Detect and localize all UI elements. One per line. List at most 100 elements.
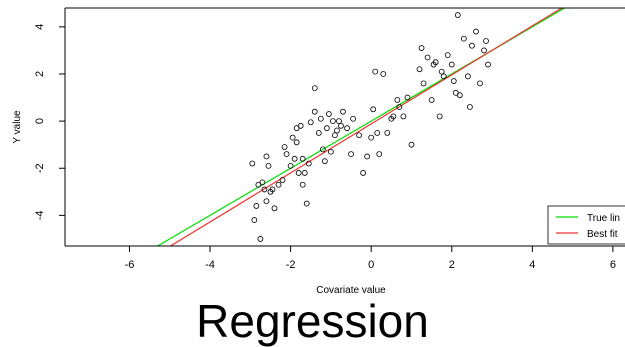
data-point <box>301 170 308 176</box>
data-point <box>464 73 471 80</box>
data-point <box>293 139 300 146</box>
data-point <box>460 35 467 42</box>
data-point <box>303 200 310 207</box>
data-point <box>448 61 455 68</box>
regression-chart: -6 -4 -2 0 2 4 6 -4 -2 0 2 4 Covariate value Y val… <box>12 7 625 296</box>
legend-box <box>547 205 625 245</box>
y-tick-label: 2 <box>34 71 46 77</box>
data-point <box>444 52 451 59</box>
legend-label-best-fit: Best fit <box>587 229 618 240</box>
x-axis-title: Covariate value <box>316 285 386 296</box>
data-point <box>348 151 354 157</box>
data-point <box>299 155 306 162</box>
data-point <box>454 12 461 18</box>
data-point <box>376 151 383 157</box>
y-axis: -4 -2 0 2 4 <box>34 24 65 220</box>
data-point <box>418 45 425 51</box>
x-tick-label: 6 <box>610 259 616 271</box>
data-point <box>477 80 483 87</box>
data-point <box>380 71 387 77</box>
data-point <box>330 118 336 125</box>
data-point <box>350 115 356 122</box>
data-point <box>315 129 322 136</box>
y-tick-label: -2 <box>34 163 46 173</box>
data-point <box>360 170 367 176</box>
data-point <box>279 177 286 183</box>
data-point <box>321 158 328 165</box>
x-axis: -6 -4 -2 0 2 4 6 <box>125 246 616 271</box>
data-point <box>297 122 304 129</box>
data-point <box>466 104 473 110</box>
data-point <box>325 111 332 117</box>
data-point <box>289 134 296 141</box>
y-tick-label: 4 <box>34 24 46 30</box>
data-point <box>456 92 463 99</box>
data-point <box>396 104 403 110</box>
data-point <box>299 181 306 188</box>
data-point <box>436 113 443 120</box>
data-point <box>259 179 266 186</box>
data-point <box>263 198 270 205</box>
data-point <box>269 186 276 193</box>
data-point <box>483 38 489 44</box>
data-point <box>473 28 479 35</box>
data-point <box>400 113 407 120</box>
y-tick-label: -4 <box>34 210 46 220</box>
data-point <box>428 97 435 103</box>
data-point <box>271 205 278 212</box>
data-point <box>307 119 314 126</box>
data-point <box>317 115 324 122</box>
x-tick-label: -2 <box>286 259 296 271</box>
data-point <box>249 160 256 167</box>
data-point <box>338 122 344 129</box>
data-point <box>283 151 290 157</box>
data-point <box>372 68 379 75</box>
legend: True lin Best fit <box>547 205 625 245</box>
data-point <box>253 203 260 209</box>
data-point <box>438 68 445 75</box>
data-point <box>450 78 457 84</box>
x-tick-label: 2 <box>449 259 455 271</box>
data-point <box>356 132 363 139</box>
data-point <box>336 118 342 125</box>
x-tick-label: 0 <box>368 259 374 271</box>
data-point <box>265 162 272 169</box>
data-point <box>263 153 270 160</box>
slide-caption: Regression <box>196 295 429 347</box>
data-point <box>257 236 264 242</box>
x-tick-label: -4 <box>205 259 215 271</box>
plot-area <box>156 8 566 246</box>
data-point <box>327 148 334 155</box>
data-point <box>430 61 437 68</box>
data-point <box>295 170 302 176</box>
data-point <box>275 181 282 188</box>
data-point <box>374 129 381 136</box>
data-point <box>404 94 411 101</box>
data-point <box>408 141 415 148</box>
regression-line-0 <box>156 8 566 246</box>
y-tick-label: 0 <box>34 118 46 124</box>
data-point <box>481 47 487 54</box>
data-point <box>420 80 427 87</box>
y-axis-title: Y value <box>12 110 23 144</box>
data-point <box>440 73 447 80</box>
data-point <box>416 66 423 73</box>
data-point <box>368 134 375 141</box>
data-point <box>281 144 288 150</box>
legend-label-true-line: True lin <box>587 213 620 224</box>
data-point <box>424 54 431 61</box>
x-tick-label: -6 <box>125 259 135 271</box>
data-point <box>287 162 294 169</box>
data-point <box>251 217 258 223</box>
data-point <box>261 186 268 193</box>
data-point <box>311 108 318 115</box>
data-point <box>305 160 312 167</box>
data-point <box>332 132 338 139</box>
data-point <box>291 155 298 162</box>
data-point <box>323 125 330 132</box>
data-point <box>394 97 401 103</box>
data-point <box>370 106 377 113</box>
data-point <box>311 85 318 92</box>
data-point <box>485 61 491 68</box>
data-point <box>469 42 475 49</box>
